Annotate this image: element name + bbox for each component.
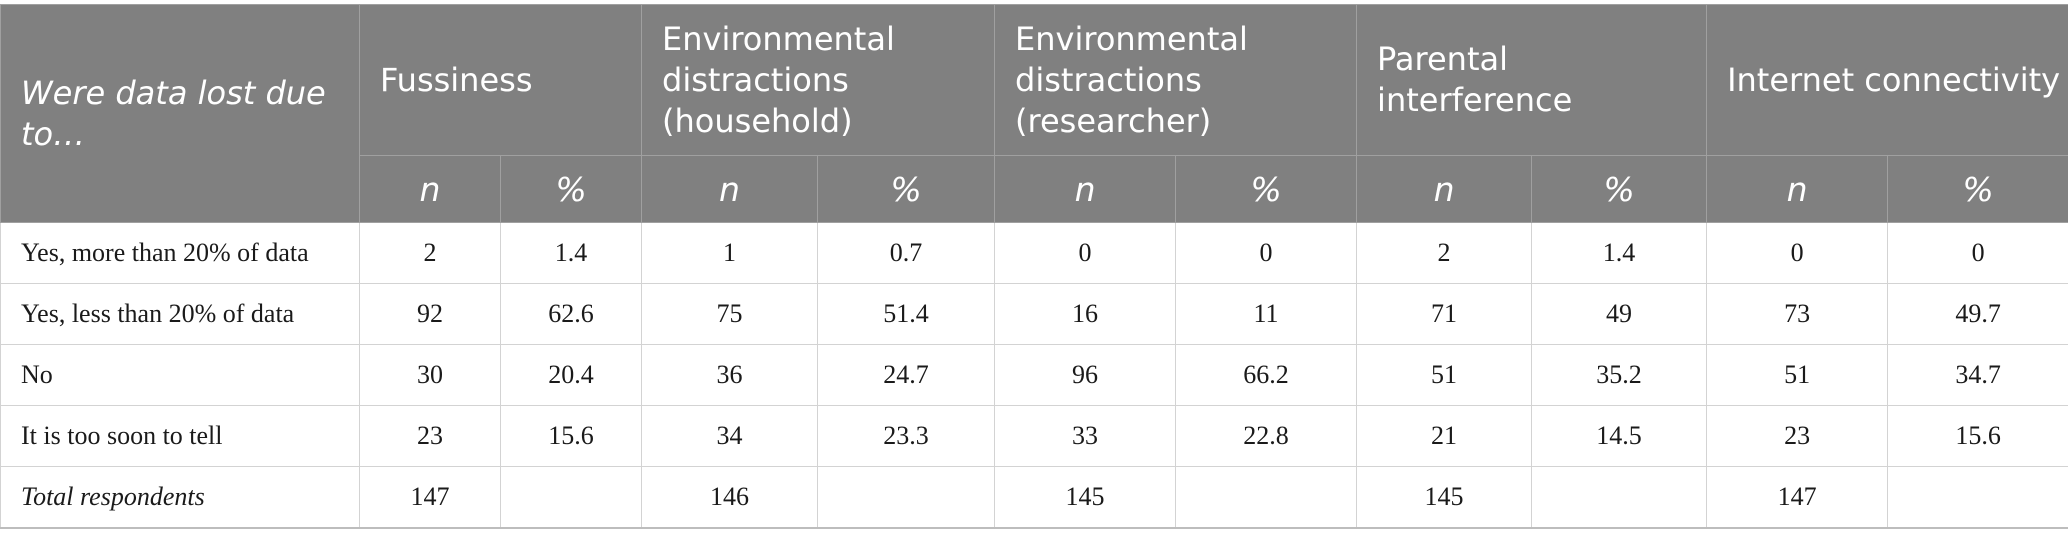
table-cell: 15.6 [1887,405,2068,467]
table-cell: 145 [994,466,1177,529]
table-cell: 96 [994,344,1177,406]
table-cell: 23 [1706,405,1889,467]
sub-header-percent: % [817,155,996,223]
group-header-internet: Internet connectivity [1706,4,2068,156]
row-label: No [0,344,360,406]
table-row: Yes, more than 20% of data 2 1.4 1 0.7 0… [0,222,2068,284]
table-cell: 24.7 [817,344,996,406]
table-cell [1531,466,1708,529]
sub-header-n: n [359,155,501,223]
table-row: Yes, less than 20% of data 92 62.6 75 51… [0,283,2068,345]
table-cell: 51 [1706,344,1889,406]
data-table-container: Were data lost due to… Fussiness Environ… [0,4,2068,529]
table-cell: 35.2 [1531,344,1708,406]
table-cell: 23.3 [817,405,996,467]
table-cell: 51 [1356,344,1533,406]
sub-header-n: n [1706,155,1889,223]
sub-header-n: n [641,155,819,223]
table-cell: 11 [1175,283,1358,345]
sub-header-percent: % [1887,155,2068,223]
table-cell: 2 [1356,222,1533,284]
table-header: Were data lost due to… Fussiness Environ… [0,4,2068,223]
table-cell [1887,466,2068,529]
table-row: No 30 20.4 36 24.7 96 66.2 51 35.2 51 34… [0,344,2068,406]
header-sub-row: n % n % n % n % n % [1,155,2068,223]
table-row: It is too soon to tell 23 15.6 34 23.3 3… [0,405,2068,467]
table-cell: 146 [641,466,819,529]
table-body: Yes, more than 20% of data 2 1.4 1 0.7 0… [0,222,2068,529]
table-cell: 1.4 [499,222,643,284]
table-cell: 71 [1356,283,1533,345]
data-lost-table: Were data lost due to… Fussiness Environ… [0,4,2068,529]
sub-header-percent: % [1175,155,1358,223]
total-row: Total respondents 147 146 145 145 147 [0,466,2068,529]
table-cell: 147 [359,466,501,529]
table-cell: 23 [359,405,501,467]
table-cell: 14.5 [1531,405,1708,467]
group-header-env-household: Environmental distractions (household) [641,4,996,156]
table-cell: 0 [994,222,1177,284]
sub-header-n: n [994,155,1177,223]
table-cell: 30 [359,344,501,406]
row-label: Yes, less than 20% of data [0,283,360,345]
table-cell: 0 [1706,222,1889,284]
table-cell: 16 [994,283,1177,345]
table-cell [499,466,643,529]
group-header-fussiness: Fussiness [358,4,643,156]
table-cell: 0.7 [817,222,996,284]
table-cell: 2 [359,222,501,284]
table-cell: 75 [641,283,819,345]
table-cell: 20.4 [499,344,643,406]
table-cell: 62.6 [499,283,643,345]
table-cell: 1.4 [1531,222,1708,284]
table-cell: 1 [641,222,819,284]
table-cell: 21 [1356,405,1533,467]
corner-header: Were data lost due to… [0,4,360,223]
table-cell: 33 [994,405,1177,467]
sub-header-n: n [1356,155,1533,223]
row-label: Yes, more than 20% of data [0,222,360,284]
row-label: It is too soon to tell [0,405,360,467]
table-cell: 36 [641,344,819,406]
table-cell: 73 [1706,283,1889,345]
table-cell [817,466,996,529]
table-cell: 145 [1356,466,1533,529]
total-label: Total respondents [0,466,360,529]
header-group-row: Were data lost due to… Fussiness Environ… [0,4,2068,223]
sub-header-percent: % [499,155,643,223]
table-cell: 49 [1531,283,1708,345]
table-cell: 22.8 [1175,405,1358,467]
group-header-env-researcher: Environmental distractions (researcher) [994,4,1358,156]
table-cell: 66.2 [1175,344,1358,406]
table-cell: 15.6 [499,405,643,467]
sub-header-percent: % [1531,155,1708,223]
group-header-parental: Parental interference [1356,4,1708,156]
table-cell: 34 [641,405,819,467]
table-cell: 34.7 [1887,344,2068,406]
table-cell: 0 [1175,222,1358,284]
table-cell: 0 [1887,222,2068,284]
table-cell: 147 [1706,466,1889,529]
table-cell: 49.7 [1887,283,2068,345]
table-cell [1175,466,1358,529]
table-cell: 92 [359,283,501,345]
table-cell: 51.4 [817,283,996,345]
